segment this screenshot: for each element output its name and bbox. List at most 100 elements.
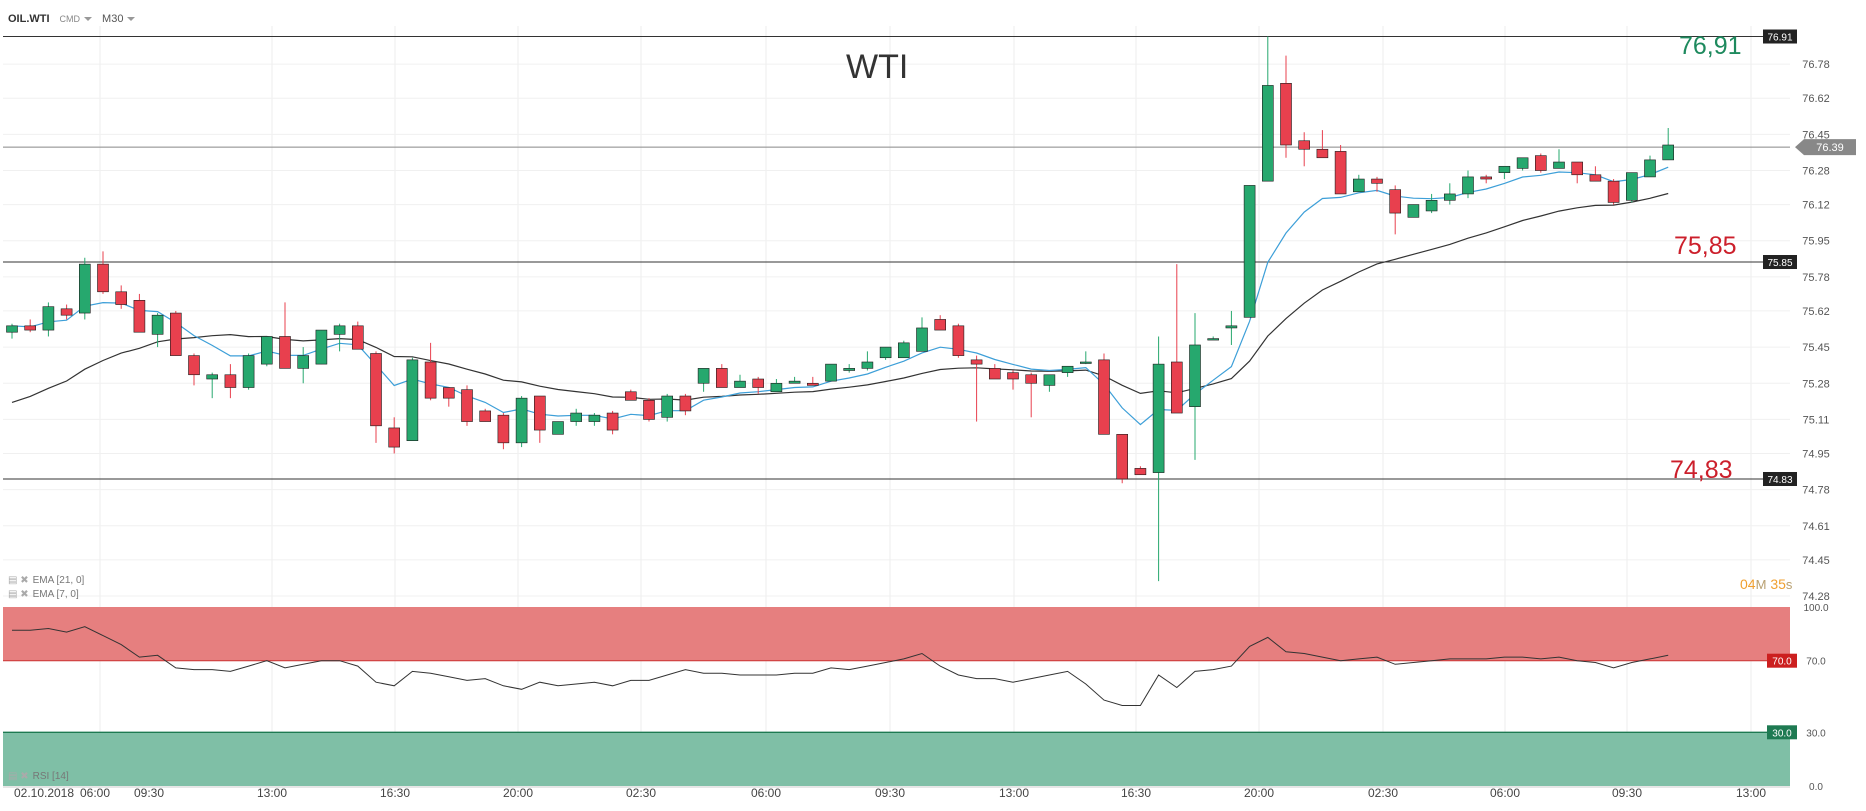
price-tick-label: 76.28 bbox=[1802, 166, 1830, 178]
rsi-overbought-tag bbox=[1767, 653, 1797, 668]
candle-bullish bbox=[1516, 157, 1529, 171]
candle-bullish bbox=[1498, 165, 1511, 180]
rsi-tick-label: 30.0 bbox=[1806, 728, 1826, 739]
candle-bullish bbox=[1444, 183, 1456, 205]
candle-bearish bbox=[533, 395, 546, 443]
candle-body bbox=[115, 291, 127, 305]
candle-bullish bbox=[770, 379, 783, 393]
candle-body bbox=[897, 342, 910, 359]
rsi-tick-label: 0.0 bbox=[1809, 782, 1823, 793]
instrument-type: CMD bbox=[59, 14, 81, 24]
candle-body bbox=[1171, 361, 1183, 414]
eye-toggle-icon[interactable]: ▤ ✖ bbox=[8, 771, 29, 782]
candle-bullish bbox=[1243, 185, 1256, 318]
candle-body bbox=[170, 312, 182, 356]
legend-rsi[interactable]: ▤ ✖ RSI [14] bbox=[8, 771, 69, 782]
candle-bearish bbox=[1298, 132, 1310, 167]
candle-body bbox=[224, 374, 237, 388]
candle-bearish bbox=[170, 310, 182, 356]
rsi-overbought-tag-label: 70.0 bbox=[1772, 657, 1792, 668]
candle-bearish bbox=[934, 315, 947, 331]
candle-body bbox=[1225, 325, 1238, 329]
candle-bullish bbox=[552, 421, 564, 435]
candle-body bbox=[1553, 161, 1565, 169]
candle-bearish bbox=[1389, 185, 1401, 235]
level-price-tag-label: 76.91 bbox=[1767, 33, 1792, 44]
candle-body bbox=[1061, 365, 1074, 373]
price-tick-label: 75.11 bbox=[1803, 414, 1830, 426]
symbol-name[interactable]: OIL.WTI bbox=[8, 13, 50, 25]
ema-7-line bbox=[11, 166, 1669, 426]
candle-bullish bbox=[1043, 374, 1056, 392]
price-tick-label: 75.45 bbox=[1802, 342, 1830, 354]
candle-body bbox=[1243, 185, 1256, 318]
rsi-oversold-zone bbox=[3, 732, 1790, 786]
price-tick-label: 76.12 bbox=[1802, 200, 1830, 212]
candle-body bbox=[1298, 140, 1310, 150]
candle-body bbox=[861, 361, 874, 369]
legend-ema-long-label: EMA [21, 0] bbox=[32, 575, 85, 586]
rsi-tick-label: 70.0 bbox=[1806, 657, 1826, 668]
candle-body bbox=[643, 399, 655, 420]
candle-bearish bbox=[442, 387, 455, 407]
chart-toolbar: OIL.WTI CMD M30 bbox=[8, 8, 136, 30]
legend-ema-long[interactable]: ▤ ✖ EMA [21, 0] bbox=[8, 575, 84, 586]
price-tick-label: 74.61 bbox=[1802, 521, 1830, 533]
candle-body bbox=[1535, 155, 1547, 171]
candle-body bbox=[351, 325, 364, 350]
candle-bullish bbox=[570, 408, 583, 426]
candle-body bbox=[697, 368, 710, 384]
candle-bearish bbox=[60, 304, 73, 320]
price-tick-label: 74.78 bbox=[1802, 485, 1830, 497]
timer-seconds: 35 bbox=[1770, 576, 1786, 592]
candle-bullish bbox=[297, 347, 310, 384]
candle-body bbox=[1280, 83, 1292, 146]
rsi-tick-label: 100.0 bbox=[1803, 603, 1828, 614]
instrument-type-selector[interactable]: CMD bbox=[60, 13, 93, 25]
candle-body bbox=[988, 368, 1001, 380]
timeframe-selector[interactable]: M30 bbox=[102, 13, 136, 25]
candle-body bbox=[879, 346, 892, 359]
candle-body bbox=[1516, 157, 1529, 169]
eye-toggle-icon[interactable]: ▤ ✖ bbox=[8, 589, 29, 600]
candle-bullish bbox=[1626, 172, 1638, 203]
candle-bullish bbox=[1462, 170, 1474, 199]
time-tick-label: 02:30 bbox=[1368, 786, 1398, 800]
candle-bearish bbox=[1007, 370, 1019, 390]
time-tick-label: 09:30 bbox=[134, 786, 164, 800]
candle-bullish bbox=[1152, 336, 1165, 582]
level-label-low: 74,83 bbox=[1670, 456, 1733, 484]
eye-toggle-icon[interactable]: ▤ ✖ bbox=[8, 575, 29, 586]
candle-body bbox=[1116, 434, 1128, 480]
candle-body bbox=[1498, 165, 1511, 173]
candle-bearish bbox=[133, 293, 146, 333]
candle-bearish bbox=[643, 398, 655, 422]
candle-bullish bbox=[1080, 351, 1092, 365]
candle-body bbox=[843, 368, 856, 371]
candle-body bbox=[934, 319, 947, 331]
rsi-line bbox=[12, 626, 1669, 706]
candle-bullish bbox=[1553, 149, 1565, 169]
candle-body bbox=[151, 314, 164, 335]
candle-bearish bbox=[479, 408, 492, 422]
candle-bearish bbox=[461, 385, 473, 426]
candle-bearish bbox=[1589, 166, 1602, 182]
candle-body bbox=[188, 355, 200, 376]
candle-body bbox=[624, 391, 637, 401]
candle-body bbox=[606, 412, 619, 431]
candle-bearish bbox=[1571, 161, 1583, 184]
rsi-oversold-tag-label: 30.0 bbox=[1772, 728, 1792, 739]
candle-bearish bbox=[752, 376, 765, 394]
candle-body bbox=[24, 325, 37, 331]
legend-ema-short[interactable]: ▤ ✖ EMA [7, 0] bbox=[8, 589, 79, 600]
candle-body bbox=[1043, 374, 1056, 386]
candle-body bbox=[1098, 359, 1110, 435]
candle-bullish bbox=[825, 363, 837, 382]
chevron-down-icon bbox=[127, 17, 136, 22]
candle-body bbox=[970, 359, 983, 365]
candle-body bbox=[497, 414, 510, 444]
candle-body bbox=[1389, 189, 1401, 214]
candle-bullish bbox=[588, 413, 601, 426]
